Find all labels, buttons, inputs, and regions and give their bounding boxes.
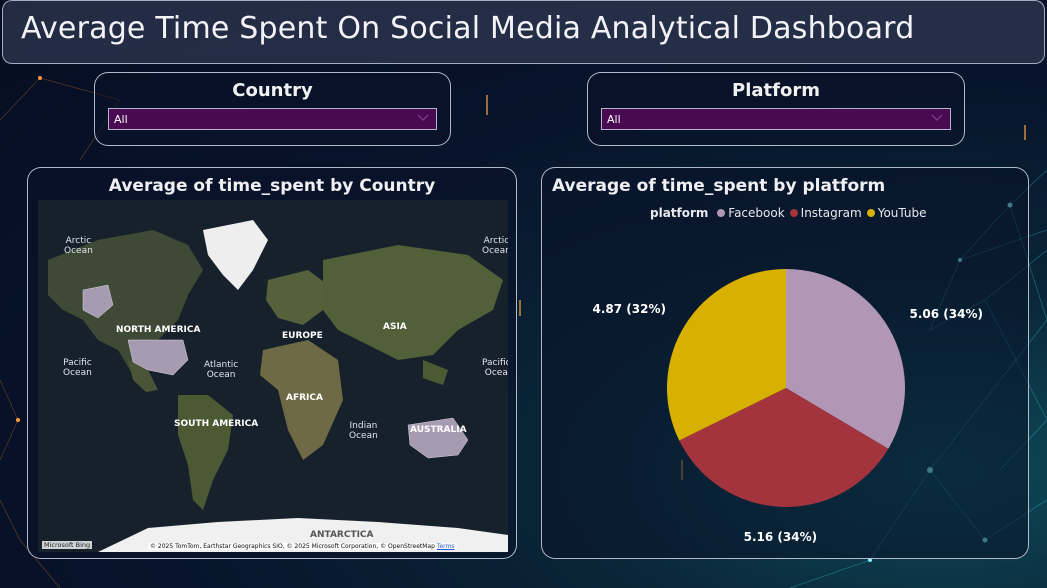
legend-title: platform: [650, 206, 709, 220]
country-dropdown[interactable]: All: [108, 108, 437, 130]
country-slicer: Country All: [94, 72, 451, 146]
usa-highlight: [127, 339, 189, 376]
map-label-pacific-left: Pacific Ocean: [63, 358, 92, 378]
legend-item-instagram[interactable]: Instagram: [789, 206, 862, 220]
title-bar: Average Time Spent On Social Media Analy…: [2, 0, 1045, 64]
map-visual: Average of time_spent by Country: [27, 167, 517, 559]
pie-data-label-instagram: 5.16 (34%): [743, 529, 818, 544]
platform-slicer: Platform All: [587, 72, 965, 146]
legend-label: Facebook: [728, 206, 785, 220]
map-label-australia: AUSTRALIA: [410, 425, 467, 435]
pie-title: Average of time_spent by platform: [552, 176, 886, 196]
map-label-arctic-left: Arctic Ocean: [64, 236, 93, 256]
legend-swatch: [717, 209, 726, 217]
platform-slicer-label: Platform: [732, 80, 820, 101]
world-map[interactable]: Arctic Ocean Arctic Ocean Pacific Ocean Pac…: [38, 200, 508, 552]
legend-label: YouTube: [877, 206, 927, 220]
map-title: Average of time_spent by Country: [108, 176, 436, 196]
legend-label: Instagram: [800, 206, 862, 220]
platform-dropdown[interactable]: All: [601, 108, 951, 130]
pie-chart[interactable]: [542, 168, 1030, 560]
map-label-arctic-right: Arctic Ocean: [482, 236, 508, 256]
platform-dropdown-value: All: [607, 113, 621, 126]
attribution-text: © 2025 TomTom, Earthstar Geographics SIO…: [150, 543, 435, 550]
world-map-image: [38, 200, 508, 552]
chevron-down-icon: [931, 114, 943, 121]
map-label-atlantic: Atlantic Ocean: [204, 360, 239, 380]
map-label-south-america: SOUTH AMERICA: [174, 419, 259, 429]
pie-legend: platform Facebook Instagram YouTube: [650, 206, 932, 220]
pie-data-label-facebook: 5.06 (34%): [909, 307, 983, 322]
pie-data-label-youtube: 4.87 (32%): [592, 302, 666, 317]
legend-item-facebook[interactable]: Facebook: [717, 206, 785, 220]
legend-swatch: [789, 209, 798, 217]
map-label-antarctica: ANTARCTICA: [310, 530, 374, 540]
country-dropdown-value: All: [114, 113, 128, 126]
australia-highlight: [407, 417, 469, 459]
pie-slice-facebook[interactable]: [786, 269, 905, 449]
map-label-north-america: NORTH AMERICA: [116, 325, 201, 335]
map-attribution: © 2025 TomTom, Earthstar Geographics SIO…: [148, 543, 457, 550]
legend-item-youtube[interactable]: YouTube: [866, 206, 927, 220]
pie-visual: Average of time_spent by platform platfo…: [541, 167, 1029, 559]
page-title: Average Time Spent On Social Media Analy…: [21, 11, 915, 46]
map-label-africa: AFRICA: [286, 393, 323, 403]
map-label-indian: Indian Ocean: [349, 421, 378, 441]
chevron-down-icon: [417, 114, 429, 121]
legend-swatch: [866, 209, 875, 217]
alaska-highlight: [82, 284, 114, 319]
map-label-asia: ASIA: [383, 322, 407, 332]
map-label-europe: EUROPE: [282, 331, 323, 341]
map-label-pacific-right: Pacific Ocea: [482, 358, 508, 378]
country-slicer-label: Country: [232, 80, 313, 101]
pie-slice-youtube[interactable]: [667, 269, 786, 441]
pie-slice-instagram[interactable]: [679, 388, 889, 508]
terms-link[interactable]: Terms: [436, 543, 455, 550]
bing-logo: Microsoft Bing: [42, 541, 93, 549]
